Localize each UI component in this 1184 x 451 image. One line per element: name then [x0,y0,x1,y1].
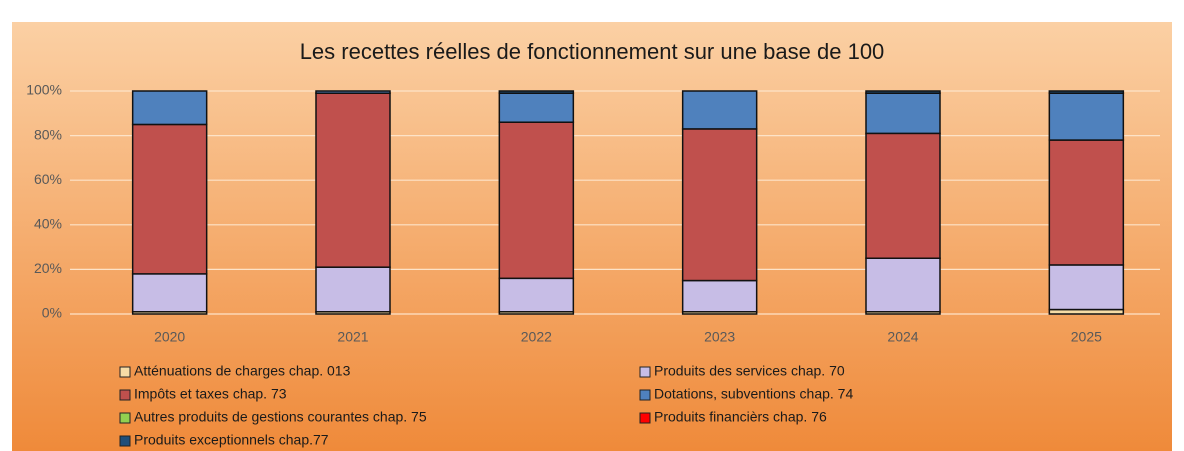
bar-segment [315,90,391,94]
y-tick-label: 60% [34,171,62,187]
x-tick-label: 2022 [521,329,552,345]
legend-label: Produits des services chap. 70 [654,363,845,379]
y-tick-label: 40% [34,216,62,232]
legend-label: Impôts et taxes chap. 73 [134,386,287,402]
x-tick-label: 2023 [704,329,735,345]
y-tick-label: 80% [34,126,62,142]
bar-segment [1048,264,1125,311]
bar-segment [1048,90,1125,94]
x-tick-label: 2020 [154,329,185,345]
bar-segment [681,128,758,282]
legend-label: Produits exceptionnels chap.77 [134,432,329,448]
x-tick-label: 2024 [887,329,918,345]
x-tick-label: 2025 [1071,329,1102,345]
bar-segment [865,90,941,94]
y-tick-label: 0% [42,305,62,321]
bar-segment [498,90,575,94]
legend-label: Dotations, subventions chap. 74 [654,386,853,402]
x-tick-label: 2021 [337,329,368,345]
legend-swatch [639,412,651,424]
bar-segment [131,90,208,126]
legend-swatch [639,366,651,378]
bar-segment [1048,92,1125,141]
legend-swatch [639,389,651,401]
bar-segment [498,277,575,313]
legend-swatch [119,366,131,378]
bar-segment [131,273,208,313]
bar-segment [315,92,391,268]
bar-segment [681,279,758,313]
legend-label: Atténuations de charges chap. 013 [134,363,351,379]
legend-label: Autres produits de gestions courantes ch… [134,409,427,425]
bar-segment [498,121,575,280]
legend-swatch [119,389,131,401]
bar-segment [131,123,208,275]
bar-segment [315,266,391,313]
y-tick-label: 20% [34,260,62,276]
bar-segment [865,257,941,313]
y-tick-label: 100% [26,82,62,98]
bar-segment [681,90,758,130]
legend-swatch [119,412,131,424]
legend-swatch [119,435,131,447]
legend-label: Produits financièrs chap. 76 [654,409,827,425]
bar-segment [865,92,941,135]
bar-segment [498,92,575,123]
chart-title: Les recettes réelles de fonctionnement s… [300,39,885,64]
bar-segment [865,132,941,259]
bar-segment [1048,139,1125,266]
